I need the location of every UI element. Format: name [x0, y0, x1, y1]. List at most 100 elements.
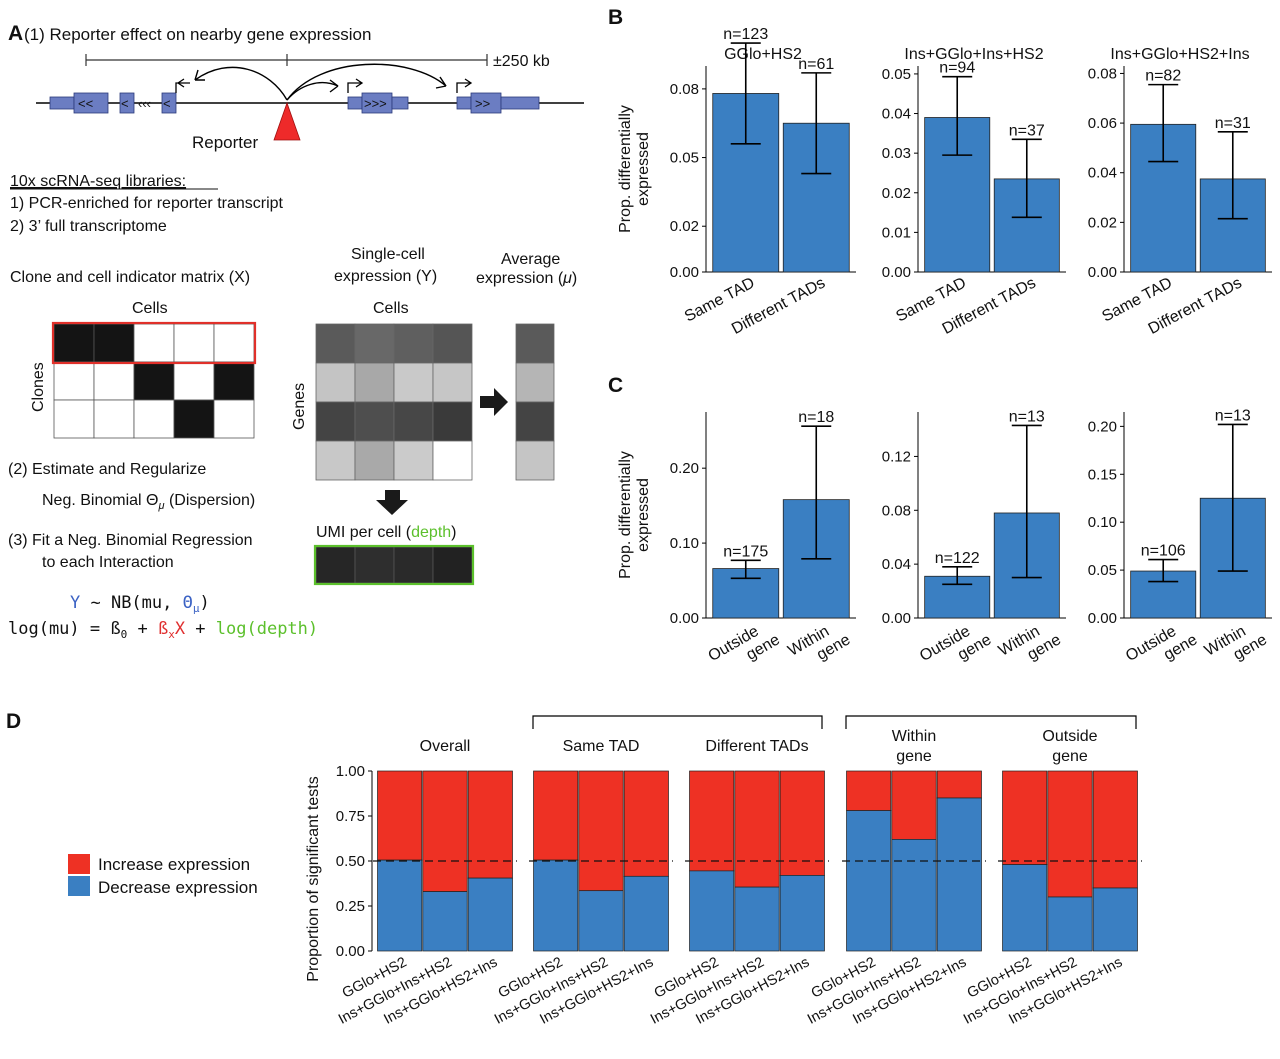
y-tick-label: 0.05	[882, 66, 911, 83]
bar-increase	[578, 770, 624, 892]
matrix-x-cell	[213, 361, 255, 401]
window-size-label: ±250 kb	[493, 53, 550, 70]
panel-d: 0.00 0.25 0.50 0.75 1.00 Proportion of signif…	[68, 715, 1142, 1028]
bar-decrease	[779, 875, 825, 952]
matrix-y-cell	[393, 401, 434, 442]
gene-left-direction: <<	[78, 96, 93, 111]
matrix-x-cell	[93, 323, 135, 363]
panel-label-b: B	[608, 6, 623, 29]
y-tick-label: 0.15	[1088, 466, 1117, 483]
matrix-y-cell	[315, 323, 356, 364]
matrix-x-cell	[53, 361, 95, 401]
n-label: n=13	[1009, 408, 1045, 425]
facet-title: Overall	[420, 738, 471, 755]
y-axis-label: Prop. differentiallyexpressed	[617, 105, 652, 233]
y-tick-label: 0.04	[1088, 165, 1117, 182]
bar-decrease	[734, 886, 780, 952]
n-label: n=31	[1215, 115, 1251, 132]
bar-chart-b-3: 0.00 0.02 0.04 0.06 0.08 Ins+GGlo+HS2+Ins n=82…	[1088, 46, 1272, 338]
bar-chart-c-2: 0.00 0.04 0.08 0.12 n=122 Outsidegene n=13 With…	[882, 408, 1066, 681]
umi-depth-row	[313, 544, 475, 586]
n-label: n=37	[1009, 122, 1045, 139]
bar-increase	[891, 770, 937, 840]
reporter-label: Reporter	[192, 133, 258, 152]
y-tick-label: 0.05	[1088, 562, 1117, 579]
y-tick-label: 0.04	[882, 556, 911, 573]
matrix-y-cells-label: Cells	[373, 300, 409, 317]
library-2: 2) 3’ full transcriptome	[10, 218, 167, 235]
y-tick-label: 0.50	[336, 853, 365, 870]
y-tick-label: 0.00	[336, 943, 365, 960]
equation-2: log(mu) = ß0 + ßxX + log(depth)	[8, 619, 318, 641]
y-tick-label: 0.02	[882, 185, 911, 202]
bar-decrease	[578, 890, 624, 952]
bar-decrease	[1047, 896, 1093, 952]
y-tick-label: 0.06	[1088, 115, 1117, 132]
y-tick-label: 0.00	[882, 264, 911, 281]
y-tick-label: 0.08	[1088, 65, 1117, 82]
clone-cell-matrix	[51, 321, 257, 439]
matrix-y-cell	[393, 440, 434, 481]
right-arrow-icon	[480, 388, 508, 416]
y-tick-label: 0.25	[336, 898, 365, 915]
matrix-x-cell	[213, 323, 255, 363]
category-label: Withingene	[1202, 616, 1270, 676]
category-label: Withingene	[785, 616, 853, 676]
facet-title: Different TADs	[705, 738, 808, 755]
matrix-y-cell	[354, 362, 395, 403]
y-tick-label: 0.00	[882, 610, 911, 627]
y-tick-label: 0.08	[670, 81, 699, 98]
library-1: 1) PCR-enriched for reporter transcript	[10, 195, 284, 212]
gene-right: >>> >>	[347, 78, 540, 114]
bar-increase	[846, 770, 892, 811]
category-label: Outsidegene	[705, 616, 782, 681]
n-label: n=123	[723, 26, 768, 43]
matrix-y-cell	[432, 323, 473, 364]
bar-increase	[467, 770, 513, 879]
y-tick-label: 0.03	[882, 145, 911, 162]
y-tick-label: 0.08	[882, 502, 911, 519]
n-label: n=61	[798, 56, 834, 73]
bar-increase	[1047, 770, 1093, 898]
matrix-y-cell	[354, 323, 395, 364]
n-label: n=94	[939, 60, 975, 77]
matrix-y-cell	[315, 401, 356, 442]
matrix-y-cell	[432, 362, 473, 403]
y-axis-label: Proportion of significant tests	[305, 776, 322, 981]
down-arrow-icon-2	[376, 490, 408, 515]
panel-a: A (1) Reporter effect on nearby gene exp…	[8, 22, 584, 641]
bar-increase	[1092, 770, 1138, 889]
bar-increase	[1002, 770, 1048, 865]
bar-decrease	[377, 859, 423, 952]
bar-decrease	[422, 891, 468, 952]
matrix-x-cell	[93, 399, 135, 439]
legend-swatch-decrease	[68, 876, 90, 896]
y-tick-label: 0.10	[1088, 514, 1117, 531]
matrix-y-cell	[315, 362, 356, 403]
average-expression-column	[515, 323, 555, 481]
facet-1: OverallGGlo+HS2Ins+GGlo+Ins+HS2Ins+GGlo+…	[336, 738, 517, 1028]
matrix-x-cell	[53, 323, 95, 363]
bar-decrease	[936, 797, 982, 952]
matrix-y-cell	[354, 401, 395, 442]
n-label: n=13	[1215, 407, 1251, 424]
avg-cell	[515, 362, 555, 403]
bar-increase	[734, 770, 780, 888]
bar-decrease	[689, 870, 735, 952]
n-label: n=82	[1145, 68, 1181, 85]
avg-title-1: Average	[501, 251, 560, 268]
matrix-x-title: Clone and cell indicator matrix (X)	[10, 269, 250, 286]
y-tick-label: 0.12	[882, 448, 911, 465]
avg-title-2: expression (μ)	[476, 270, 577, 287]
matrix-x-cell	[93, 361, 135, 401]
facet-title: Outside	[1042, 728, 1097, 745]
gene-left-direction-2: <	[121, 96, 129, 111]
matrix-y-cell	[315, 440, 356, 481]
matrix-y-genes-label: Genes	[291, 383, 308, 430]
category-label: Outsidegene	[917, 616, 994, 681]
matrix-x-cell	[53, 399, 95, 439]
gene-right-direction: >>>	[364, 96, 387, 111]
